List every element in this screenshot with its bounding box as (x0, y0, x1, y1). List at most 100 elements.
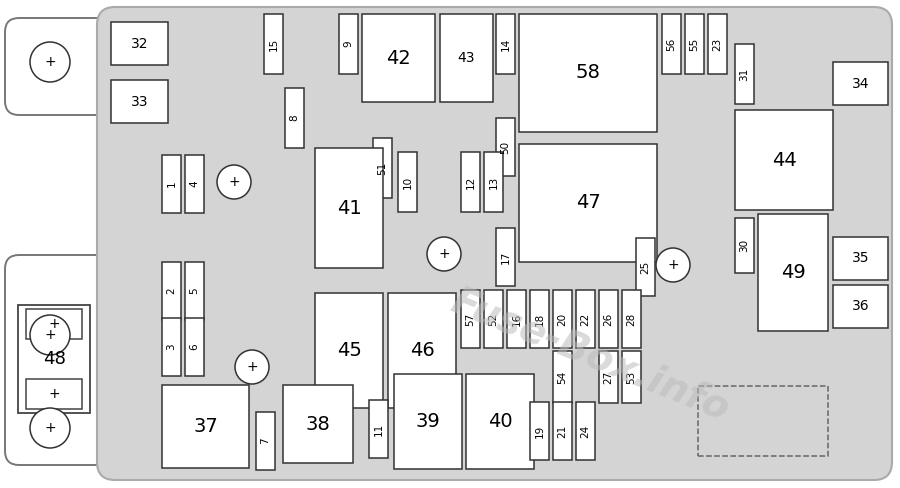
Text: 53: 53 (626, 370, 636, 384)
Text: 18: 18 (535, 312, 544, 325)
Bar (26, 309, 82, 339)
Bar (185, 155, 204, 213)
Text: 31: 31 (740, 67, 750, 81)
Text: +: + (44, 421, 56, 435)
Text: 1: 1 (166, 181, 176, 187)
Bar (398, 152, 417, 212)
Bar (662, 14, 681, 74)
Bar (576, 290, 595, 348)
Text: 39: 39 (416, 412, 440, 431)
Bar (576, 402, 595, 460)
Text: 41: 41 (337, 199, 362, 218)
Text: 55: 55 (689, 38, 699, 51)
Circle shape (217, 165, 251, 199)
Text: 6: 6 (190, 344, 200, 350)
Text: 58: 58 (576, 63, 600, 82)
Text: 40: 40 (488, 412, 512, 431)
Bar (496, 118, 515, 176)
Text: 19: 19 (535, 425, 544, 438)
Text: 57: 57 (465, 312, 475, 325)
Text: 20: 20 (557, 312, 568, 325)
Bar (496, 14, 515, 74)
Text: 48: 48 (42, 350, 66, 368)
Bar (461, 290, 480, 348)
Bar (111, 22, 168, 65)
Bar (622, 351, 641, 403)
Bar (26, 379, 82, 409)
Bar (833, 285, 888, 328)
Bar (484, 290, 503, 348)
Text: 51: 51 (377, 162, 388, 175)
Bar (18, 305, 90, 413)
Text: 49: 49 (780, 263, 806, 282)
Bar (162, 262, 181, 320)
Bar (698, 386, 828, 456)
Text: +: + (667, 258, 679, 272)
Bar (530, 402, 549, 460)
Text: 33: 33 (130, 95, 148, 108)
Text: 45: 45 (337, 341, 362, 360)
Text: 35: 35 (851, 251, 869, 265)
Bar (256, 412, 275, 470)
Text: 4: 4 (190, 181, 200, 187)
Circle shape (427, 237, 461, 271)
Bar (162, 155, 181, 213)
Bar (111, 80, 168, 123)
Text: 56: 56 (667, 38, 677, 51)
Bar (553, 402, 572, 460)
Text: 14: 14 (500, 38, 510, 51)
Text: 10: 10 (402, 176, 412, 188)
Text: +: + (49, 317, 59, 331)
Text: +: + (438, 247, 450, 261)
Text: 12: 12 (465, 175, 475, 189)
Text: 54: 54 (557, 370, 568, 384)
Bar (315, 148, 383, 268)
Circle shape (30, 315, 70, 355)
Circle shape (656, 248, 690, 282)
Bar (636, 238, 655, 296)
Circle shape (30, 42, 70, 82)
Text: 15: 15 (268, 38, 278, 51)
Bar (553, 351, 572, 403)
Text: 7: 7 (260, 438, 271, 444)
Circle shape (30, 408, 70, 448)
Bar (264, 14, 283, 74)
FancyBboxPatch shape (5, 255, 112, 465)
Bar (466, 374, 534, 469)
Text: 26: 26 (604, 312, 614, 325)
Bar (185, 262, 204, 320)
Bar (833, 237, 888, 280)
FancyBboxPatch shape (5, 18, 112, 115)
Text: 17: 17 (500, 250, 510, 264)
Text: +: + (247, 360, 257, 374)
Bar (315, 293, 383, 408)
Bar (496, 228, 515, 286)
Text: 44: 44 (771, 150, 796, 169)
Text: 11: 11 (374, 423, 383, 436)
Bar (599, 290, 618, 348)
Bar (530, 290, 549, 348)
Bar (461, 152, 480, 212)
Bar (373, 138, 392, 198)
Text: 13: 13 (489, 175, 499, 189)
Bar (162, 318, 181, 376)
Bar (339, 14, 358, 74)
Bar (507, 290, 526, 348)
Bar (735, 218, 754, 273)
Text: 28: 28 (626, 312, 636, 325)
Text: 25: 25 (641, 261, 651, 274)
Text: 2: 2 (166, 288, 176, 294)
Bar (758, 214, 828, 331)
Text: +: + (229, 175, 239, 189)
Text: 30: 30 (740, 239, 750, 252)
Text: 16: 16 (511, 312, 521, 325)
Bar (440, 14, 493, 102)
Text: 43: 43 (458, 51, 475, 65)
Text: 22: 22 (580, 312, 590, 325)
Bar (622, 290, 641, 348)
Text: 21: 21 (557, 425, 568, 438)
Text: 9: 9 (344, 41, 354, 47)
Bar (362, 14, 435, 102)
Bar (735, 44, 754, 104)
Bar (394, 374, 462, 469)
